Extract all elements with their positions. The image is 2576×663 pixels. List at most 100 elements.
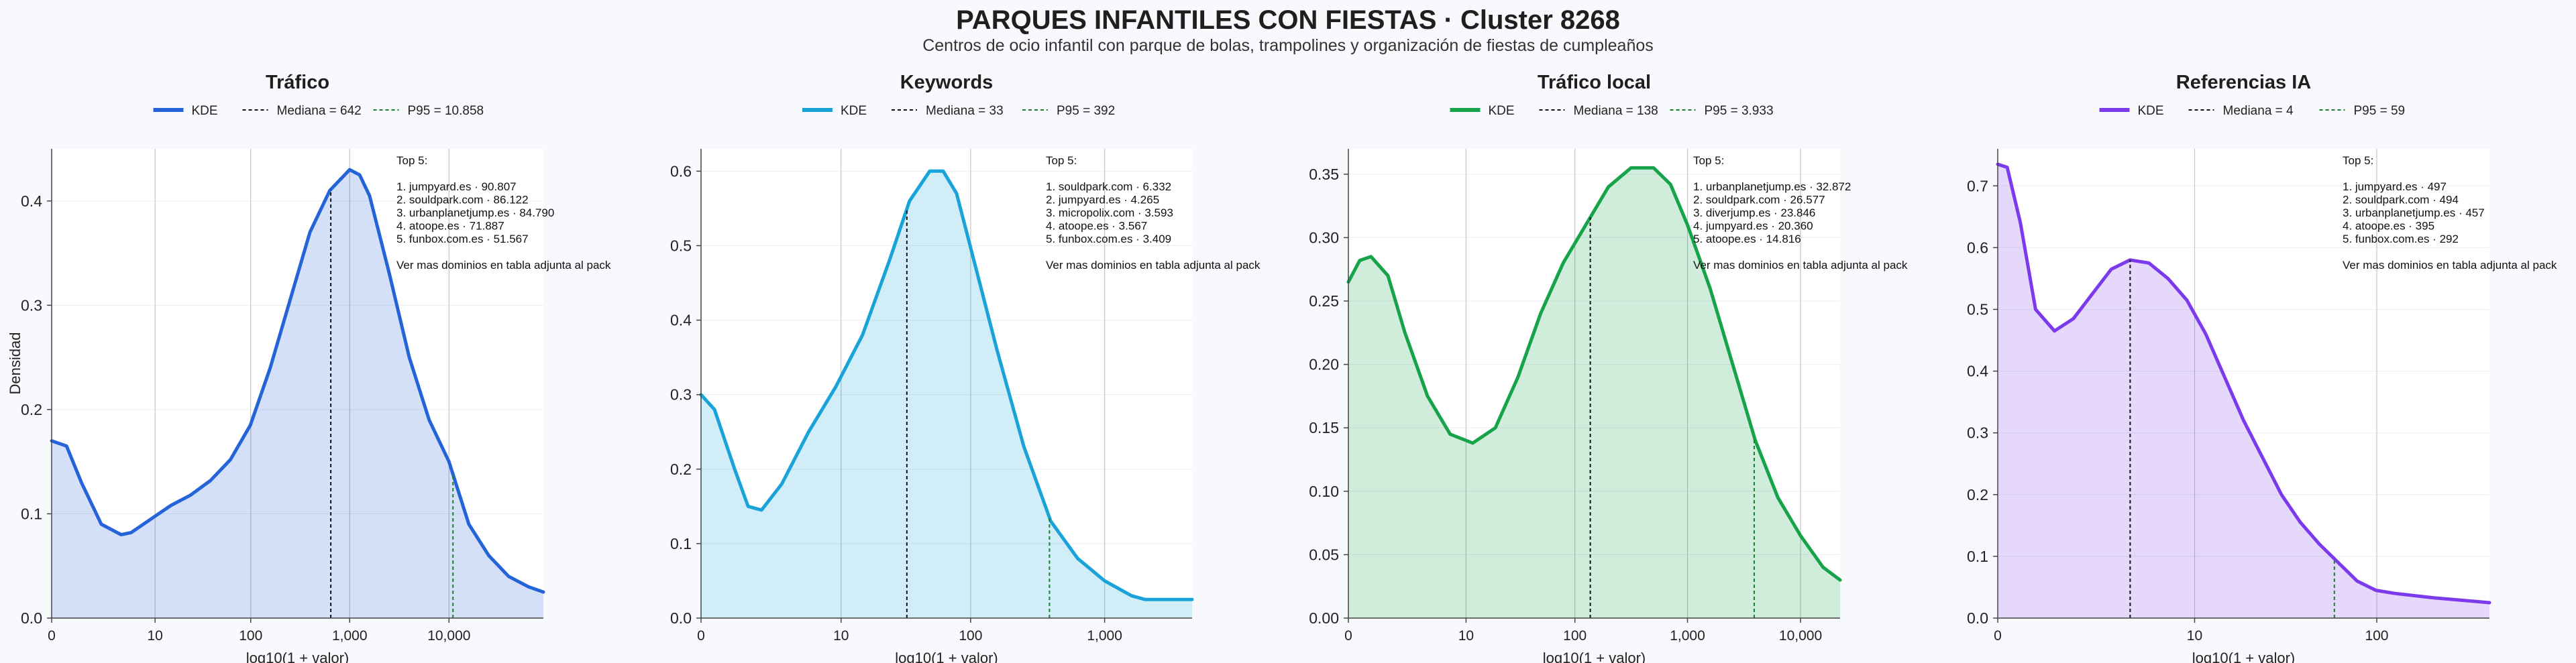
annotation-heading: Top 5: [1693, 154, 1724, 167]
annotation-line: 3. diverjump.es · 23.846 [1693, 206, 1815, 219]
page-subtitle: Centros de ocio infantil con parque de b… [922, 36, 1654, 55]
x-tick-label: 10 [2187, 628, 2202, 644]
y-tick-label: 0.20 [1309, 356, 1339, 373]
annotation-line: 4. atoope.es · 395 [2343, 220, 2434, 233]
annotation-line: 3. micropolix.com · 3.593 [1046, 206, 1173, 219]
x-tick-label: 10,000 [427, 628, 470, 644]
annotation-line: Ver mas dominios en tabla adjunta al pac… [396, 259, 611, 272]
y-tick-label: 0.7 [1967, 177, 1988, 194]
y-tick-label: 0.2 [21, 401, 42, 418]
y-tick-label: 0.25 [1309, 292, 1339, 310]
legend-p95-label: P95 = 59 [2354, 104, 2406, 118]
y-tick-label: 0.3 [670, 386, 692, 404]
legend-kde-label: KDE [1489, 104, 1515, 118]
kde-line [1996, 162, 2491, 605]
annotation-line: 5. funbox.com.es · 51.567 [396, 233, 529, 245]
x-tick-label: 100 [959, 628, 982, 644]
annotation-line: 1. souldpark.com · 6.332 [1046, 180, 1171, 193]
kde-line [50, 168, 545, 594]
y-tick-label: 0.4 [21, 192, 42, 210]
plot-area [701, 149, 1192, 618]
x-tick-label: 0 [697, 628, 705, 644]
y-tick-label: 0.1 [1967, 548, 1988, 565]
x-tick-label: 1,000 [332, 628, 368, 644]
annotation-heading: Top 5: [396, 154, 427, 167]
legend: KDE Mediana = 4 P95 = 59 [2099, 104, 2406, 118]
annotation-line: 5. atoope.es · 14.816 [1693, 233, 1801, 245]
annotation-line: 5. funbox.com.es · 292 [2343, 233, 2459, 245]
legend-p95-label: P95 = 392 [1057, 104, 1115, 118]
y-tick-label: 0.10 [1309, 483, 1339, 500]
annotation-line: 5. funbox.com.es · 3.409 [1046, 233, 1171, 245]
annotation-line: 4. jumpyard.es · 20.360 [1693, 220, 1813, 233]
y-tick-label: 0.4 [1967, 363, 1988, 380]
y-tick-label: 0.3 [21, 296, 42, 314]
x-tick-label: 10 [147, 628, 162, 644]
legend-kde-label: KDE [192, 104, 218, 118]
y-tick-label: 0.15 [1309, 419, 1339, 436]
y-tick-label: 0.0 [670, 609, 692, 627]
y-tick-label: 0.6 [1967, 239, 1988, 256]
legend-kde-label: KDE [2138, 104, 2164, 118]
y-tick-label: 0.0 [1967, 609, 1988, 627]
annotation-line: Ver mas dominios en tabla adjunta al pac… [1693, 259, 1908, 272]
x-tick-label: 0 [1994, 628, 2002, 644]
annotation-line: 2. jumpyard.es · 4.265 [1046, 194, 1159, 206]
x-axis-label: log10(1 + valor) [1543, 650, 1646, 663]
x-tick-label: 100 [1563, 628, 1587, 644]
y-tick-label: 0.5 [670, 237, 692, 254]
plot-area [1348, 149, 1840, 618]
y-tick-label: 0.2 [1967, 486, 1988, 503]
chart-title: Keywords [900, 72, 994, 93]
x-tick-label: 10 [1458, 628, 1474, 644]
legend: KDE Mediana = 642 P95 = 10.858 [153, 104, 484, 118]
legend-median-label: Mediana = 642 [277, 104, 362, 118]
x-tick-label: 10,000 [1779, 628, 1822, 644]
x-axis-label: log10(1 + valor) [895, 650, 998, 663]
annotation-line: Ver mas dominios en tabla adjunta al pac… [1046, 259, 1260, 272]
annotation-line: 1. jumpyard.es · 497 [2343, 180, 2447, 193]
chart-panel-2: 0.0 0.1 0.2 0.3 0.4 0.5 0.6 0 10 100 1,000 log10(1 … [670, 72, 1260, 663]
annotation-line: 2. souldpark.com · 494 [2343, 194, 2459, 206]
annotation-line: 2. souldpark.com · 26.577 [1693, 194, 1825, 206]
x-axis-label: log10(1 + valor) [2192, 650, 2295, 663]
y-tick-label: 0.1 [21, 505, 42, 522]
y-tick-label: 0.05 [1309, 546, 1339, 563]
annotation-heading: Top 5: [2343, 154, 2373, 167]
kde-line [699, 169, 1194, 601]
y-tick-label: 0.30 [1309, 229, 1339, 246]
annotation-line: 4. atoope.es · 3.567 [1046, 220, 1147, 233]
x-tick-label: 100 [239, 628, 262, 644]
annotation-heading: Top 5: [1046, 154, 1077, 167]
kde-area [1998, 164, 2489, 618]
page-title: PARQUES INFANTILES CON FIESTAS · Cluster… [956, 5, 1620, 35]
legend: KDE Mediana = 33 P95 = 392 [802, 104, 1115, 118]
y-axis-label: Densidad [7, 333, 23, 395]
y-tick-label: 0.4 [670, 312, 692, 329]
y-tick-label: 0.3 [1967, 424, 1988, 442]
x-tick-label: 0 [1344, 628, 1352, 644]
plot-area [52, 149, 543, 618]
legend-kde-label: KDE [841, 104, 867, 118]
chart-title: Tráfico [266, 72, 329, 93]
y-tick-label: 0.2 [670, 461, 692, 478]
legend-median-label: Mediana = 138 [1574, 104, 1658, 118]
y-tick-label: 0.00 [1309, 609, 1339, 627]
annotation-line: 3. urbanplanetjump.es · 457 [2343, 206, 2485, 219]
annotation-line: Ver mas dominios en tabla adjunta al pac… [2343, 259, 2557, 272]
legend-p95-label: P95 = 3.933 [1705, 104, 1774, 118]
annotation-line: 1. jumpyard.es · 90.807 [396, 180, 517, 193]
y-tick-label: 0.1 [670, 535, 692, 552]
chart-panel-4: 0.0 0.1 0.2 0.3 0.4 0.5 0.6 0.7 0 10 100 log10(1 + … [1967, 72, 2557, 663]
kde-area [1348, 168, 1840, 618]
x-axis-label: log10(1 + valor) [246, 650, 349, 663]
x-tick-label: 10 [833, 628, 849, 644]
legend-p95-label: P95 = 10.858 [408, 104, 484, 118]
kde-area [701, 171, 1192, 619]
annotation-line: 3. urbanplanetjump.es · 84.790 [396, 206, 554, 219]
y-tick-label: 0.5 [1967, 300, 1988, 318]
